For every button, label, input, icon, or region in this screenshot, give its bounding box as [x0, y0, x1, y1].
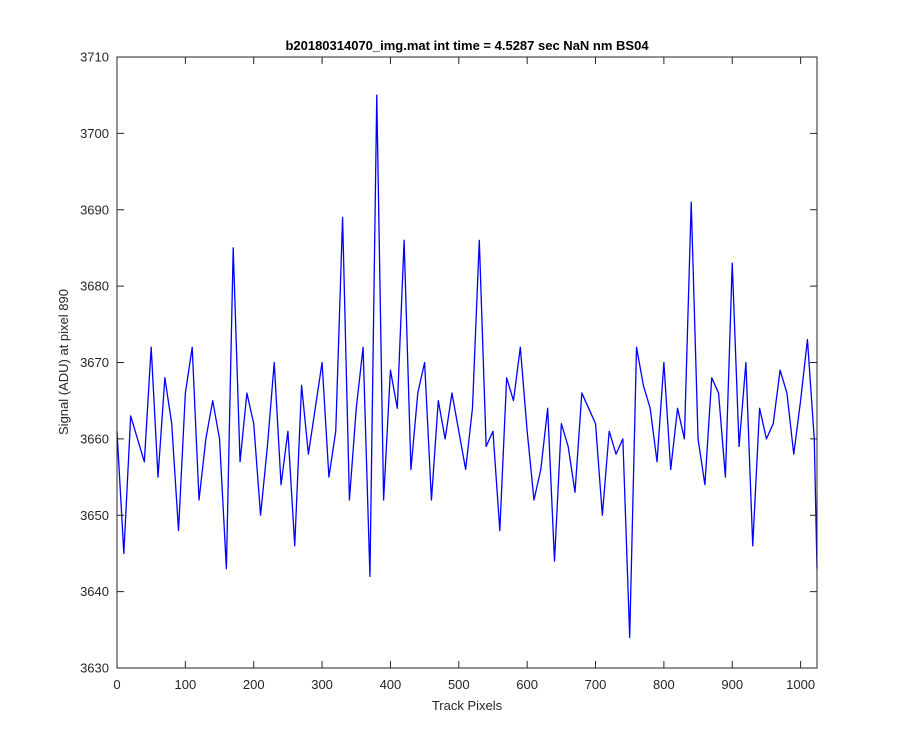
x-tick-label: 800: [653, 677, 675, 692]
x-tick-label: 400: [380, 677, 402, 692]
chart-title: b20180314070_img.mat int time = 4.5287 s…: [285, 38, 649, 53]
y-tick-label: 3670: [80, 355, 109, 370]
y-tick-label: 3710: [80, 50, 109, 65]
x-axis: 0 100 200 300 400 500 600 700 800 900 1000: [113, 57, 815, 692]
y-tick-label: 3690: [80, 202, 109, 217]
x-tick-label: 900: [721, 677, 743, 692]
plot-area: [117, 57, 817, 668]
x-axis-label: Track Pixels: [432, 698, 503, 713]
x-tick-label: 0: [113, 677, 120, 692]
x-tick-label: 500: [448, 677, 470, 692]
y-tick-label: 3660: [80, 431, 109, 446]
y-tick-label: 3700: [80, 126, 109, 141]
x-tick-label: 200: [243, 677, 265, 692]
x-tick-label: 700: [585, 677, 607, 692]
y-tick-label: 3640: [80, 584, 109, 599]
y-tick-label: 3650: [80, 508, 109, 523]
series-layer: [116, 94, 818, 639]
y-tick-label: 3680: [80, 279, 109, 294]
x-tick-label: 100: [175, 677, 197, 692]
x-tick-label: 300: [311, 677, 333, 692]
series-line-0: [116, 94, 818, 639]
y-axis-label: Signal (ADU) at pixel 890: [56, 289, 71, 435]
y-axis: 3630 3640 3650 3660 3670 3680 3690 3700 3710: [80, 50, 817, 676]
y-tick-label: 3630: [80, 661, 109, 676]
x-tick-label: 600: [516, 677, 538, 692]
x-tick-label: 1000: [786, 677, 815, 692]
